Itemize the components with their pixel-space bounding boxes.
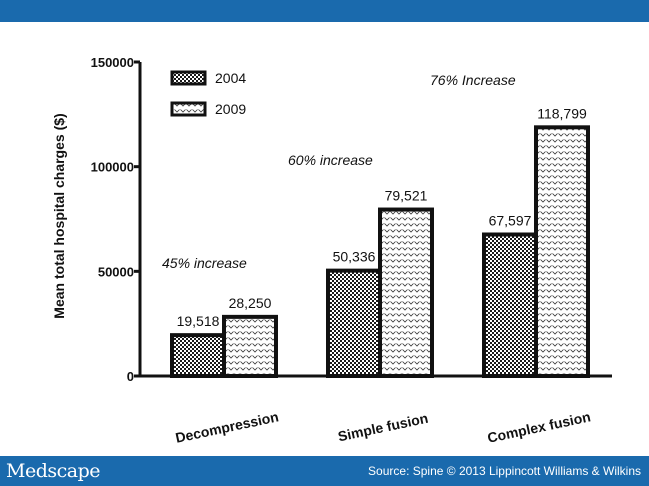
header-bar [0, 0, 649, 22]
legend-swatch-2009 [170, 101, 207, 117]
data-label: 28,250 [229, 295, 272, 311]
x-category-label: Complex fusion [486, 408, 592, 445]
annotation-complex-fusion: 76% Increase [430, 72, 516, 88]
y-tick-label: 50000 [98, 264, 134, 279]
bar-2004-simple-fusion [326, 268, 382, 378]
x-category-label: Simple fusion [336, 410, 429, 445]
legend-label-2009: 2009 [215, 101, 246, 117]
x-category-label: Decompression [174, 408, 280, 445]
bar-chart: 0 50000 100000 150000 19,518 28,250 Decompress… [51, 55, 612, 446]
data-label: 50,336 [333, 249, 376, 265]
y-tick-label: 0 [127, 369, 134, 384]
data-label: 67,597 [489, 212, 532, 228]
data-label: 118,799 [537, 105, 587, 121]
legend-label-2004: 2004 [215, 70, 246, 86]
y-axis-label: Mean total hospital charges ($) [51, 113, 67, 318]
legend-swatch-2004 [170, 70, 207, 86]
source-credit: Source: Spine © 2013 Lippincott Williams… [368, 464, 641, 478]
bar-2004-decompression [170, 333, 226, 379]
bar-2009-simple-fusion [378, 207, 434, 378]
y-tick-label: 150000 [91, 55, 134, 70]
footer-bar: Medscape Source: Spine © 2013 Lippincott… [0, 456, 649, 486]
bar-2009-complex-fusion [534, 125, 590, 379]
bar-2009-decompression [222, 314, 278, 379]
bar-2004-complex-fusion [482, 232, 538, 378]
annotation-decompression: 45% increase [162, 255, 247, 271]
data-label: 79,521 [385, 188, 428, 204]
data-label: 19,518 [177, 313, 220, 329]
legend: 2004 2009 [170, 70, 246, 117]
medscape-logo: Medscape [6, 460, 101, 482]
annotation-simple-fusion: 60% increase [288, 152, 373, 168]
y-tick-label: 100000 [91, 160, 134, 175]
